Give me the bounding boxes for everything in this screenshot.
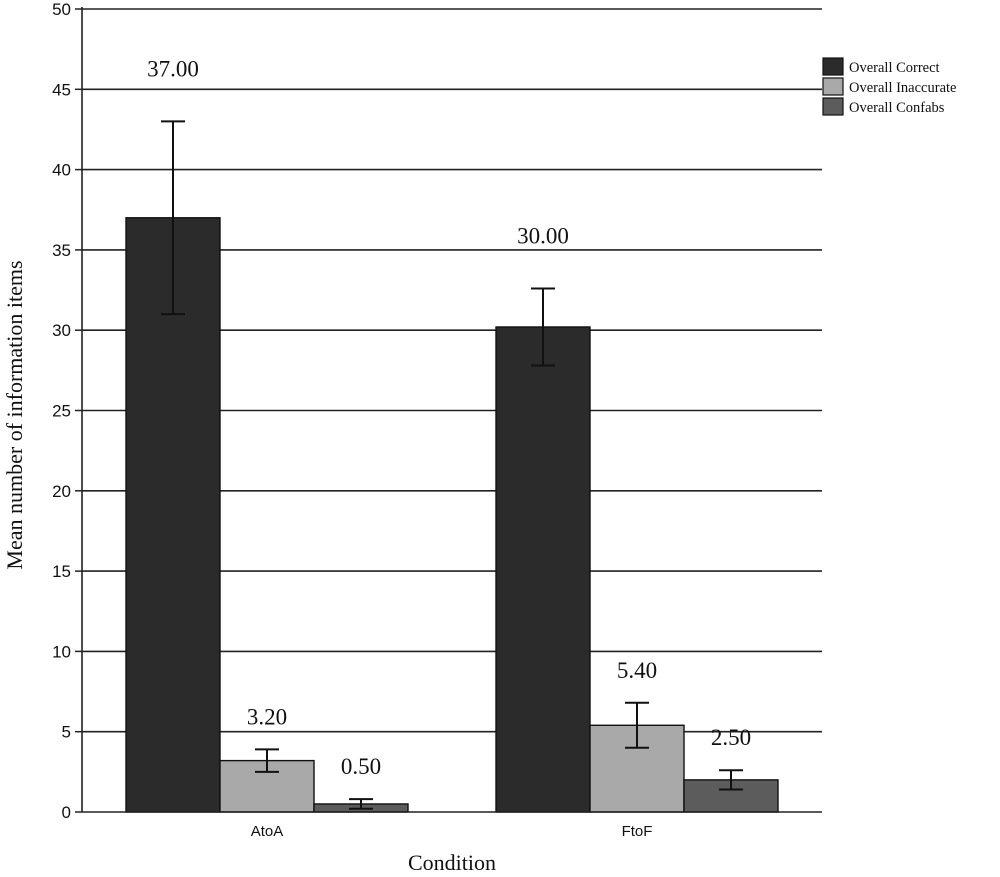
- y-tick-label: 25: [52, 402, 71, 421]
- legend: Overall Correct Overall Inaccurate Overall…: [822, 57, 956, 116]
- legend-swatch: [822, 57, 844, 76]
- legend-swatch: [822, 77, 844, 96]
- y-tick-label: 45: [52, 80, 71, 99]
- legend-swatch: [822, 97, 844, 116]
- x-axis-title: Condition: [408, 850, 496, 875]
- y-tick-label: 50: [52, 0, 71, 19]
- legend-label: Overall Correct: [849, 60, 940, 76]
- bar-FtoF-0: [495, 326, 591, 813]
- y-tick-label: 40: [52, 161, 71, 180]
- y-tick-label: 10: [52, 642, 71, 661]
- bars: [125, 217, 779, 813]
- data-label: 30.00: [517, 223, 569, 248]
- y-tick-label: 20: [52, 482, 71, 501]
- data-label: 5.40: [617, 658, 657, 683]
- y-tick-label: 5: [62, 723, 71, 742]
- y-axis-title: Mean number of information items: [2, 260, 27, 569]
- y-tick-label: 35: [52, 241, 71, 260]
- y-tick-label: 15: [52, 562, 71, 581]
- data-label: 2.50: [711, 725, 751, 750]
- x-tick-label: FtoF: [622, 823, 653, 840]
- legend-label: Overall Confabs: [849, 100, 945, 116]
- legend-label: Overall Inaccurate: [849, 80, 956, 96]
- x-tick-label: AtoA: [251, 823, 284, 840]
- data-label: 0.50: [341, 754, 381, 779]
- y-tick-label: 0: [62, 803, 71, 822]
- data-labels: 37.00 3.20 0.50 30.00 5.40 2.50: [147, 56, 751, 779]
- y-tick-label: 30: [52, 321, 71, 340]
- axes: 0 5 10 15 20 25 30 35 40 45 50 AtoA FtoF: [52, 0, 822, 840]
- data-label: 37.00: [147, 56, 199, 81]
- error-bars: [161, 120, 743, 810]
- data-label: 3.20: [247, 704, 287, 729]
